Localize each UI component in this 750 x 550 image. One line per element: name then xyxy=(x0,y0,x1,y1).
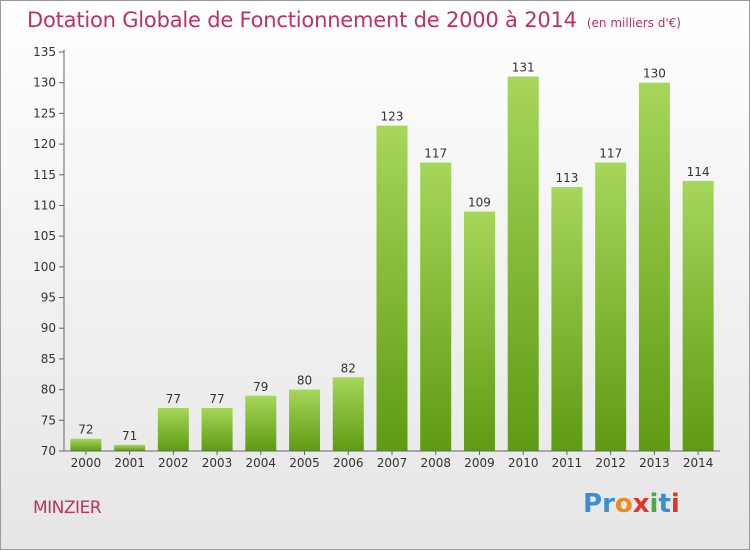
commune-name: MINZIER xyxy=(33,498,102,518)
bar-value-label: 117 xyxy=(424,146,447,160)
bar-value-label: 123 xyxy=(381,110,404,124)
logo-letter: x xyxy=(632,489,650,519)
y-tick-label: 85 xyxy=(41,352,56,366)
bar xyxy=(245,395,277,451)
x-tick-label: 2004 xyxy=(246,456,277,470)
x-tick-label: 2009 xyxy=(464,456,495,470)
bar xyxy=(682,180,714,451)
x-tick-label: 2007 xyxy=(377,456,408,470)
bar xyxy=(638,82,670,451)
y-tick-label: 120 xyxy=(33,137,56,151)
x-tick-label: 2012 xyxy=(595,456,626,470)
y-tick-label: 90 xyxy=(41,321,56,335)
y-tick-label: 100 xyxy=(33,260,56,274)
bar xyxy=(420,162,452,451)
x-tick-label: 2000 xyxy=(71,456,102,470)
y-tick-label: 115 xyxy=(33,168,56,182)
bar-value-label: 131 xyxy=(512,61,535,75)
bar-value-label: 71 xyxy=(122,429,137,443)
y-tick-label: 95 xyxy=(41,291,56,305)
y-tick-label: 75 xyxy=(41,413,56,427)
bar xyxy=(551,187,583,452)
chart-unit: (en milliers d'€) xyxy=(586,16,681,30)
bar-value-label: 72 xyxy=(78,423,93,437)
bar-value-label: 77 xyxy=(166,392,181,406)
logo-letter: P xyxy=(583,489,603,519)
x-tick-label: 2001 xyxy=(114,456,145,470)
chart-title-row: Dotation Globale de Fonctionnement de 20… xyxy=(27,8,681,32)
x-tick-label: 2002 xyxy=(158,456,189,470)
y-tick-label: 130 xyxy=(33,76,56,90)
logo-letter: t xyxy=(658,489,671,519)
x-tick-label: 2014 xyxy=(683,456,714,470)
y-tick-label: 125 xyxy=(33,106,56,120)
proxiti-logo: Proxiti xyxy=(583,489,680,519)
bar xyxy=(201,408,233,451)
bar xyxy=(507,76,539,452)
y-tick-label: 110 xyxy=(33,198,56,212)
bar xyxy=(114,444,146,451)
logo-letter: i xyxy=(649,489,659,519)
bar-value-label: 114 xyxy=(687,165,710,179)
bar xyxy=(70,438,102,451)
y-tick-label: 105 xyxy=(33,229,56,243)
bar xyxy=(332,377,364,451)
x-tick-label: 2010 xyxy=(508,456,539,470)
bar-value-label: 80 xyxy=(297,374,312,388)
y-tick-label: 80 xyxy=(41,383,56,397)
bar xyxy=(289,389,321,451)
bar-value-label: 117 xyxy=(599,146,622,160)
bar xyxy=(595,162,627,451)
bar-value-label: 109 xyxy=(468,196,491,210)
y-tick-label: 135 xyxy=(33,45,56,59)
x-tick-label: 2011 xyxy=(552,456,583,470)
bar xyxy=(376,125,408,452)
x-tick-label: 2005 xyxy=(289,456,320,470)
y-tick-label: 70 xyxy=(41,444,56,458)
bar-value-label: 77 xyxy=(209,392,224,406)
bar-value-label: 79 xyxy=(253,380,268,394)
x-tick-label: 2006 xyxy=(333,456,364,470)
x-tick-label: 2003 xyxy=(202,456,233,470)
logo-letter: i xyxy=(670,489,680,519)
bar xyxy=(157,408,189,451)
logo-letter: r xyxy=(602,489,615,519)
bar-value-label: 82 xyxy=(341,361,356,375)
chart-title: Dotation Globale de Fonctionnement de 20… xyxy=(27,8,577,32)
x-tick-label: 2013 xyxy=(639,456,670,470)
bar-value-label: 113 xyxy=(555,171,578,185)
bar-value-label: 130 xyxy=(643,67,666,81)
logo-letter: o xyxy=(614,489,633,519)
bar xyxy=(463,211,495,451)
x-tick-label: 2008 xyxy=(420,456,451,470)
